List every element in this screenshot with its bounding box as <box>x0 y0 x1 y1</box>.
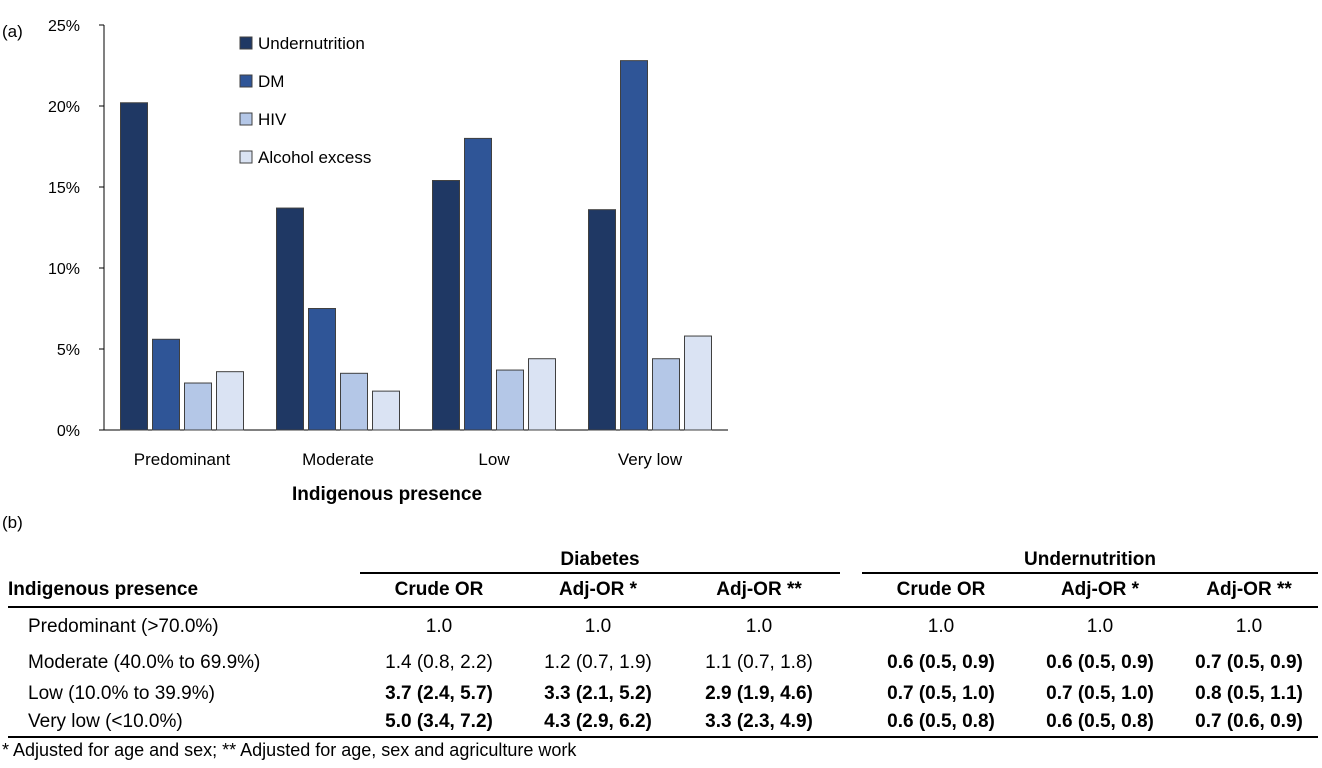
row-label: Moderate (40.0% to 69.9%) <box>28 652 261 673</box>
table-cell: 1.4 (0.8, 2.2) <box>385 652 493 673</box>
row-label: Low (10.0% to 39.9%) <box>28 683 215 704</box>
table-cell: 0.8 (0.5, 1.1) <box>1195 683 1303 704</box>
column-header: Crude OR <box>360 573 518 608</box>
bar-undernutrition <box>432 180 460 431</box>
legend-label: HIV <box>258 110 287 129</box>
bar-chart: 0% 5% 10% 15% 20% 25% Predominant Moderate Low Ve… <box>48 18 728 505</box>
bar-alcohol-excess <box>216 371 244 431</box>
bar-hiv <box>652 358 680 431</box>
bar-alcohol-excess <box>528 358 556 431</box>
y-tick-label: 5% <box>57 342 80 359</box>
x-tick-label: Moderate <box>302 450 374 469</box>
row-label: Predominant (>70.0%) <box>28 616 219 637</box>
legend-label: DM <box>258 72 284 91</box>
table-row: Moderate (40.0% to 69.9%) 1.4 (0.8, 2.2) 1… <box>8 646 1318 680</box>
bar-hiv <box>184 382 212 431</box>
table-cell: 0.6 (0.5, 0.8) <box>862 708 1020 738</box>
table-cell: 0.6 (0.5, 0.9) <box>1046 652 1154 673</box>
y-tick-label: 15% <box>48 180 80 197</box>
table-cell: 3.3 (2.3, 4.9) <box>678 708 840 738</box>
panel-a-label: (a) <box>2 22 23 41</box>
bar-dm <box>464 137 492 431</box>
bar-dm <box>152 338 180 431</box>
x-tick-label: Predominant <box>134 450 231 469</box>
column-header: Adj-OR ** <box>678 573 840 608</box>
table-row: Very low (<10.0%) 5.0 (3.4, 7.2) 4.3 (2.9,… <box>8 708 1318 738</box>
table-cell: 3.3 (2.1, 5.2) <box>544 683 652 704</box>
column-header: Adj-OR * <box>518 573 678 608</box>
bar-dm <box>620 60 648 431</box>
y-tick-label: 0% <box>57 423 80 440</box>
group-header-undernutrition: Undernutrition <box>862 548 1318 574</box>
table-cell: 2.9 (1.9, 4.6) <box>705 683 813 704</box>
table-cell: 0.7 (0.5, 0.9) <box>1195 652 1303 673</box>
y-tick-label: 20% <box>48 99 80 116</box>
table-cell: 3.7 (2.4, 5.7) <box>385 683 493 704</box>
y-tick-label: 10% <box>48 261 80 278</box>
table-column-header-row: Indigenous presence Crude OR Adj-OR * Ad… <box>8 573 1318 608</box>
bar-alcohol-excess <box>684 335 712 431</box>
bar-undernutrition <box>276 207 304 431</box>
table-footnote: * Adjusted for age and sex; ** Adjusted … <box>2 740 577 760</box>
table-cell: 1.0 <box>425 616 453 637</box>
bar-dm <box>308 308 336 431</box>
table-cell: 1.0 <box>1235 616 1263 637</box>
table-cell: 1.0 <box>584 616 612 637</box>
table-cell: 1.0 <box>745 616 773 637</box>
x-tick-label: Very low <box>618 450 683 469</box>
x-tick-label: Low <box>478 450 510 469</box>
table-group-header-row: Diabetes Undernutrition <box>8 548 1318 574</box>
legend-label: Undernutrition <box>258 34 365 53</box>
bar-hiv <box>340 372 368 431</box>
table-cell: 1.2 (0.7, 1.9) <box>544 652 652 673</box>
legend-swatch <box>239 36 253 50</box>
bar-undernutrition <box>120 102 148 431</box>
column-header: Crude OR <box>862 573 1020 608</box>
table-cell: 1.0 <box>1086 616 1114 637</box>
table-row: Predominant (>70.0%) 1.0 1.0 1.0 1.0 1.0 1.0 <box>8 607 1318 646</box>
row-label: Very low (<10.0%) <box>8 708 360 738</box>
table-cell: 0.6 (0.5, 0.8) <box>1020 708 1180 738</box>
table-cell: 0.7 (0.5, 1.0) <box>1046 683 1154 704</box>
table-cell: 4.3 (2.9, 6.2) <box>518 708 678 738</box>
row-header: Indigenous presence <box>8 573 360 608</box>
legend-swatch <box>239 150 253 164</box>
y-tick-label: 25% <box>48 18 80 35</box>
panel-b-label: (b) <box>2 513 23 532</box>
table-row: Low (10.0% to 39.9%) 3.7 (2.4, 5.7) 3.3 (2… <box>8 680 1318 708</box>
bar-alcohol-excess <box>372 390 400 431</box>
bar-undernutrition <box>588 209 616 431</box>
legend-label: Alcohol excess <box>258 148 371 167</box>
table-cell: 1.1 (0.7, 1.8) <box>705 652 813 673</box>
group-header-diabetes: Diabetes <box>360 548 840 574</box>
x-axis-title: Indigenous presence <box>292 484 482 505</box>
legend-swatch <box>239 74 253 88</box>
column-header: Adj-OR ** <box>1180 573 1318 608</box>
table-cell: 1.0 <box>927 616 955 637</box>
table-cell: 0.7 (0.5, 1.0) <box>887 683 995 704</box>
legend-swatch <box>239 112 253 126</box>
table-cell: 0.7 (0.6, 0.9) <box>1180 708 1318 738</box>
odds-ratio-table: Diabetes Undernutrition Indigenous prese… <box>8 548 1318 738</box>
table-cell: 0.6 (0.5, 0.9) <box>887 652 995 673</box>
column-header: Adj-OR * <box>1020 573 1180 608</box>
table-cell: 5.0 (3.4, 7.2) <box>360 708 518 738</box>
bar-hiv <box>496 369 524 431</box>
